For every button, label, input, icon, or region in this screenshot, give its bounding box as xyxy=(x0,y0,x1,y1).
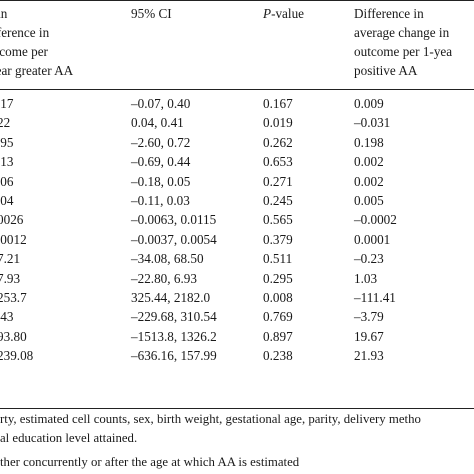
header-p-rest: -value xyxy=(271,6,305,21)
table-row: .43 –229.68, 310.54 0.769 –3.79 xyxy=(0,307,474,326)
cell-mean-difference: 7.93 xyxy=(0,271,21,286)
cell-p-value: 0.565 xyxy=(263,212,293,227)
cell-difference-change: –0.0002 xyxy=(354,212,397,227)
cell-mean-difference: 7.21 xyxy=(0,251,21,266)
header-mean-difference: ean ifference in utcome per year greater… xyxy=(0,4,109,80)
cell-p-value: 0.238 xyxy=(263,348,293,363)
header-difference-change: Difference in average change in outcome … xyxy=(354,4,474,80)
table-row: .04 –0.11, 0.03 0.245 0.005 xyxy=(0,191,474,210)
cell-mean-difference: 22 xyxy=(0,115,11,130)
cell-difference-change: 0.002 xyxy=(354,174,384,189)
cell-mean-difference: .06 xyxy=(0,174,14,189)
table-bottom-rule xyxy=(0,408,474,409)
table-top-rule xyxy=(0,0,474,1)
cell-difference-change: 0.002 xyxy=(354,154,384,169)
cell-difference-change: 0.005 xyxy=(354,193,384,208)
table-row: 253.7 325.44, 2182.0 0.008 –111.41 xyxy=(0,288,474,307)
table-row: .95 –2.60, 0.72 0.262 0.198 xyxy=(0,133,474,152)
cell-95-ci: –0.11, 0.03 xyxy=(131,193,190,208)
cell-mean-difference: .13 xyxy=(0,154,14,169)
cell-95-ci: 0.04, 0.41 xyxy=(131,115,184,130)
cell-difference-change: 19.67 xyxy=(354,329,384,344)
cell-mean-difference: 239.08 xyxy=(0,348,34,363)
cell-mean-difference: .0012 xyxy=(0,232,27,247)
header-diff-line: average change in xyxy=(354,25,450,40)
footnote-line: al education level attained. xyxy=(0,431,138,445)
cell-difference-change: 0.0001 xyxy=(354,232,391,247)
cell-difference-change: 0.009 xyxy=(354,96,384,111)
header-diff-line: outcome per 1-yea xyxy=(354,44,453,59)
cell-p-value: 0.167 xyxy=(263,96,293,111)
cell-p-value: 0.008 xyxy=(263,290,293,305)
cell-difference-change: –3.79 xyxy=(354,309,384,324)
table-row: .17 –0.07, 0.40 0.167 0.009 xyxy=(0,94,474,113)
footnote-line: ther concurrently or after the age at wh… xyxy=(0,455,300,469)
cell-95-ci: –1513.8, 1326.2 xyxy=(131,329,217,344)
table-row: .0012 –0.0037, 0.0054 0.379 0.0001 xyxy=(0,230,474,249)
cell-mean-difference: 253.7 xyxy=(0,290,27,305)
header-bottom-rule xyxy=(0,89,474,90)
table-row: 22 0.04, 0.41 0.019 –0.031 xyxy=(0,113,474,132)
cell-95-ci: –229.68, 310.54 xyxy=(131,309,217,324)
cell-95-ci: –0.0063, 0.0115 xyxy=(131,212,217,227)
cell-p-value: 0.769 xyxy=(263,309,293,324)
cell-mean-difference: .43 xyxy=(0,309,14,324)
cell-difference-change: –0.23 xyxy=(354,251,384,266)
cell-95-ci: –2.60, 0.72 xyxy=(131,135,191,150)
cell-p-value: 0.245 xyxy=(263,193,293,208)
cell-p-value: 0.295 xyxy=(263,271,293,286)
cell-mean-difference: .17 xyxy=(0,96,14,111)
header-p-value: P-value xyxy=(263,4,343,23)
cell-mean-difference: .04 xyxy=(0,193,14,208)
cell-p-value: 0.262 xyxy=(263,135,293,150)
cell-difference-change: 21.93 xyxy=(354,348,384,363)
header-diff-line: Difference in xyxy=(354,6,424,21)
cell-difference-change: –111.41 xyxy=(354,290,396,305)
cell-mean-difference: .95 xyxy=(0,135,14,150)
cell-p-value: 0.511 xyxy=(263,251,293,266)
table-row: 7.21 –34.08, 68.50 0.511 –0.23 xyxy=(0,249,474,268)
cell-95-ci: –0.0037, 0.0054 xyxy=(131,232,217,247)
cell-difference-change: 1.03 xyxy=(354,271,378,286)
header-ci-line: 95% CI xyxy=(131,6,172,21)
cell-95-ci: –22.80, 6.93 xyxy=(131,271,197,286)
header-diff-line: positive AA xyxy=(354,63,418,78)
header-p-italic: P xyxy=(263,6,272,21)
cell-mean-difference: 93.80 xyxy=(0,329,27,344)
cell-difference-change: 0.198 xyxy=(354,135,384,150)
cell-p-value: 0.653 xyxy=(263,154,293,169)
cell-mean-difference: 0026 xyxy=(0,212,24,227)
cell-95-ci: –636.16, 157.99 xyxy=(131,348,217,363)
header-mean-line: utcome per xyxy=(0,44,48,59)
cell-95-ci: 325.44, 2182.0 xyxy=(131,290,211,305)
cell-95-ci: –34.08, 68.50 xyxy=(131,251,204,266)
cell-95-ci: –0.07, 0.40 xyxy=(131,96,191,111)
cell-95-ci: –0.18, 0.05 xyxy=(131,174,191,189)
header-mean-line: year greater AA xyxy=(0,63,74,78)
cell-p-value: 0.019 xyxy=(263,115,293,130)
cell-difference-change: –0.031 xyxy=(354,115,391,130)
footnote-line: rty, estimated cell counts, sex, birth w… xyxy=(0,412,421,426)
table-row: .06 –0.18, 0.05 0.271 0.002 xyxy=(0,172,474,191)
header-mean-line: ifference in xyxy=(0,25,50,40)
header-ci: 95% CI xyxy=(131,4,261,23)
table-row: 7.93 –22.80, 6.93 0.295 1.03 xyxy=(0,269,474,288)
cell-95-ci: –0.69, 0.44 xyxy=(131,154,191,169)
table-row: 239.08 –636.16, 157.99 0.238 21.93 xyxy=(0,346,474,365)
cell-p-value: 0.897 xyxy=(263,329,293,344)
table-row: .13 –0.69, 0.44 0.653 0.002 xyxy=(0,152,474,171)
cell-p-value: 0.271 xyxy=(263,174,293,189)
header-mean-line: ean xyxy=(0,6,8,21)
table-row: 93.80 –1513.8, 1326.2 0.897 19.67 xyxy=(0,327,474,346)
cell-p-value: 0.379 xyxy=(263,232,293,247)
table-row: 0026 –0.0063, 0.0115 0.565 –0.0002 xyxy=(0,210,474,229)
